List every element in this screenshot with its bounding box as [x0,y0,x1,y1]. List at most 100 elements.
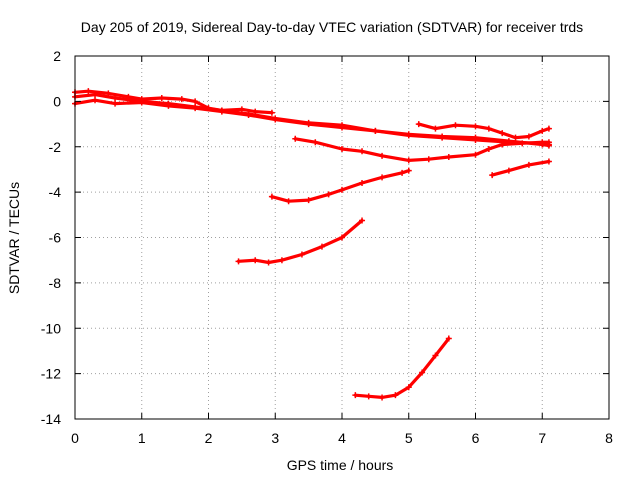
data-point [192,98,199,105]
series-arc-9 [489,158,552,179]
data-point [292,135,299,142]
data-point [235,258,242,265]
chart-title: Day 205 of 2019, Sidereal Day-to-day VTE… [81,19,583,35]
data-point [252,257,259,264]
data-point [519,140,526,147]
data-point [432,125,439,132]
series-line [417,122,551,140]
data-point [512,134,519,141]
x-tick-label: 7 [538,430,546,446]
data-point [525,161,532,168]
y-tick-label: -12 [41,366,61,382]
data-point [425,156,432,163]
data-point [545,139,552,146]
data-point [415,121,422,128]
data-point [525,133,532,140]
axis-ticks: 0 1 2 3 4 5 6 7 8 2 0 -2 -4 -6 -8 -10 -12 -14 [41,48,613,446]
data-point [499,130,506,137]
x-tick-label: 5 [405,430,413,446]
data-point [112,94,119,101]
data-point [439,133,446,140]
x-tick-label: 1 [138,430,146,446]
data-point [272,115,279,122]
y-tick-label: -2 [49,139,62,155]
data-point [339,186,345,193]
y-tick-label: -10 [41,320,61,336]
data-point [305,197,312,204]
data-point [359,148,366,155]
data-point [379,394,386,401]
data-point [112,100,119,107]
data-point [268,109,275,116]
data-point [265,259,272,266]
data-point [432,352,439,359]
data-point [472,123,479,130]
data-point [445,335,452,342]
y-tick-label: -4 [49,184,62,200]
x-tick-label: 8 [605,430,613,446]
data-point [278,257,285,264]
data-point [339,146,345,153]
series-arc-3 [72,91,552,149]
x-tick-label: 3 [271,430,279,446]
series-line [293,137,551,162]
y-tick-label: -8 [49,275,62,291]
data-point [499,141,506,148]
data-point [505,167,512,174]
y-axis-title: SDTVAR / TECUs [6,182,22,294]
data-point [325,191,332,198]
x-tick-label: 4 [338,430,346,446]
data-point [405,157,412,164]
data-point [485,146,492,153]
series-arc-7 [235,217,366,266]
y-tick-label: 2 [53,48,61,64]
data-point [405,384,412,391]
y-tick-label: -14 [41,411,61,427]
data-point [359,217,366,224]
data-point [138,98,145,105]
data-point [399,169,406,176]
data-point [489,172,496,179]
y-tick-label: -6 [49,230,62,246]
data-point [472,134,479,141]
data-point [359,180,366,187]
data-point [419,369,426,376]
data-point [245,110,252,117]
data-point [285,198,292,205]
series-arc-4 [292,135,552,164]
data-point [405,131,412,138]
data-point [372,127,379,134]
data-point [92,91,99,98]
x-tick-label: 0 [71,430,79,446]
series-arc-6 [268,167,412,205]
data-point [405,167,412,174]
x-axis-title: GPS time / hours [287,457,394,473]
data-point [539,139,546,146]
data-point [472,151,479,158]
data-point [85,88,92,95]
y-tick-label: 0 [53,93,61,109]
data-point [485,125,492,132]
data-point [268,193,275,200]
data-point [452,122,459,129]
data-point [192,104,199,111]
data-point [318,243,325,250]
data-point [379,174,386,181]
data-point [445,153,452,160]
series-arc-5 [415,121,552,141]
series-group [72,88,552,401]
data-point [339,122,345,129]
data-point [178,96,185,103]
data-point [92,97,99,104]
data-point [305,119,312,126]
data-point [545,158,552,165]
x-tick-label: 2 [205,430,213,446]
data-point [539,127,546,134]
series-arc-8 [352,335,452,401]
data-point [352,392,359,399]
data-point [379,152,386,159]
data-point [158,94,165,101]
data-point [312,139,319,146]
